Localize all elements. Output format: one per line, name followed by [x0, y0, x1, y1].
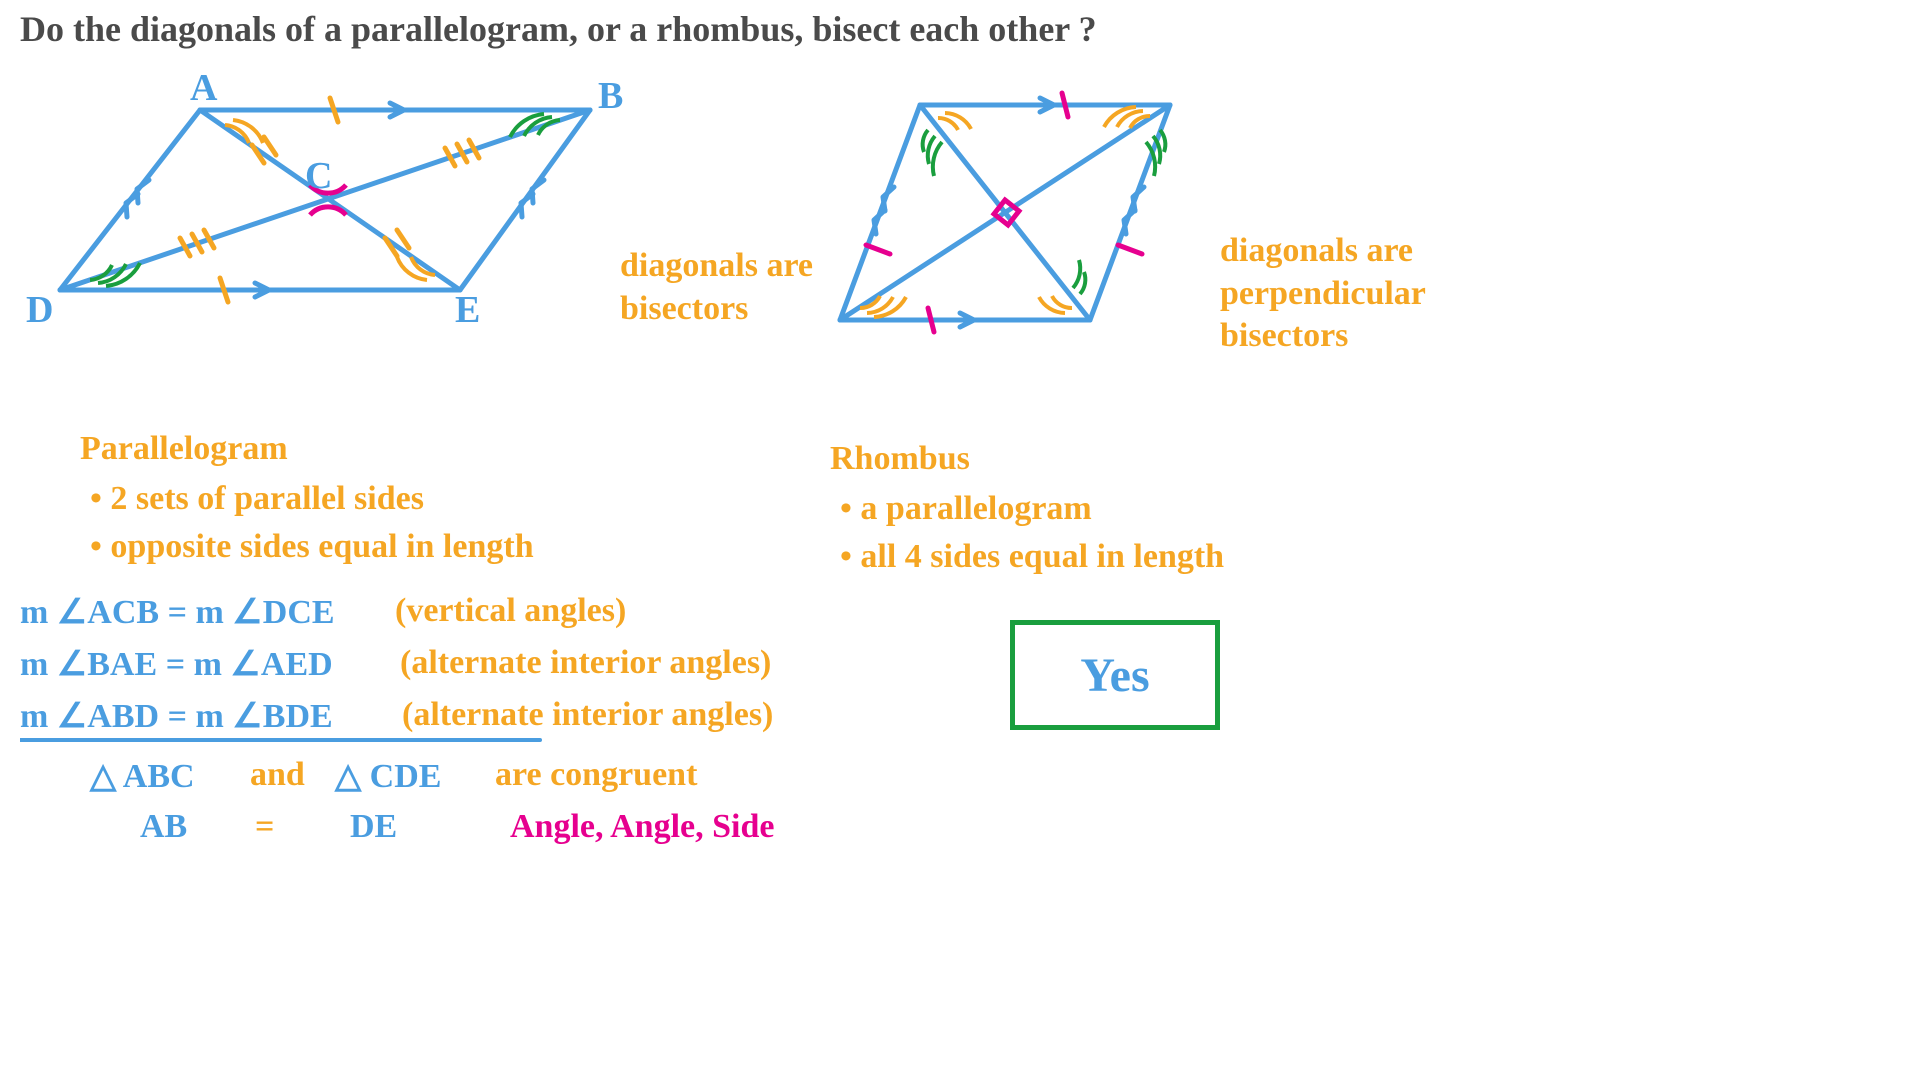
question-title: Do the diagonals of a parallelogram, or … — [20, 8, 1900, 50]
rhom-bullet-2: • all 4 sides equal in length — [840, 538, 1224, 576]
svg-text:E: E — [455, 289, 480, 330]
answer-box: Yes — [1010, 620, 1220, 730]
proof-l1-eq: m ∠ACB = m ∠DCE — [20, 592, 335, 632]
proof-underline — [20, 736, 560, 744]
rhombus-note: diagonals are perpendicular bisectors — [1220, 230, 1540, 358]
para-bullet-2: • opposite sides equal in length — [90, 528, 534, 566]
proof-l5-ab: AB — [140, 808, 187, 846]
proof-l4-cong: are congruent — [495, 756, 697, 794]
proof-l4-and: and — [250, 756, 305, 794]
svg-text:A: A — [190, 70, 218, 109]
svg-text:D: D — [26, 289, 53, 330]
rhombus-diagram — [800, 70, 1220, 360]
proof-l1-reason: (vertical angles) — [395, 592, 626, 630]
svg-text:B: B — [598, 75, 623, 117]
svg-text:C: C — [305, 155, 332, 197]
rhom-bullet-1: • a parallelogram — [840, 490, 1092, 528]
para-bullet-1: • 2 sets of parallel sides — [90, 480, 424, 518]
proof-l5-de: DE — [350, 808, 397, 846]
answer-text: Yes — [1080, 648, 1149, 703]
proof-l3-eq: m ∠ABD = m ∠BDE — [20, 696, 333, 736]
proof-l5-aas: Angle, Angle, Side — [510, 808, 774, 846]
parallelogram-diagram: A B E D C — [20, 70, 640, 330]
proof-l4-tri1: △ ABC — [90, 756, 195, 796]
para-heading: Parallelogram — [80, 430, 288, 468]
rhom-heading: Rhombus — [830, 440, 970, 478]
proof-l3-reason: (alternate interior angles) — [402, 696, 773, 734]
proof-l4-tri2: △ CDE — [335, 756, 441, 796]
proof-l5-eq: = — [255, 808, 274, 846]
proof-l2-reason: (alternate interior angles) — [400, 644, 771, 682]
proof-l2-eq: m ∠BAE = m ∠AED — [20, 644, 333, 684]
